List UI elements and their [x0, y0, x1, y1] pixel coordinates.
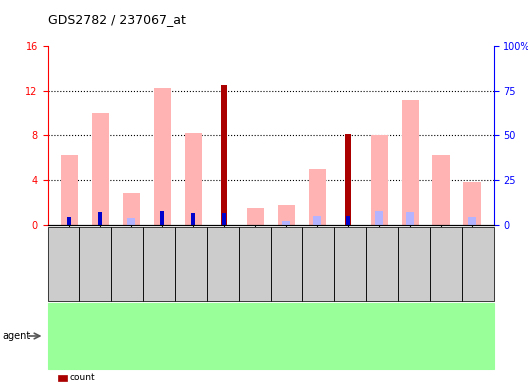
Text: GSM187369: GSM187369: [59, 241, 68, 287]
Text: WGWWCW
polyamide and
dihydrotestosterone: WGWWCW polyamide and dihydrotestosterone: [407, 321, 485, 351]
Text: GSM187372: GSM187372: [155, 241, 164, 287]
Text: GSM187374: GSM187374: [218, 241, 227, 287]
Bar: [345, 134, 351, 225]
Text: GDS2782 / 237067_at: GDS2782 / 237067_at: [48, 13, 185, 26]
Bar: [278, 205, 295, 225]
Text: dihydrotestosterone: dihydrotestosterone: [120, 331, 198, 341]
Text: bicalutamide and
dihydrotestosterone: bicalutamide and dihydrotestosterone: [216, 326, 294, 346]
Text: GSM187379: GSM187379: [378, 241, 386, 287]
Bar: [61, 156, 78, 225]
Text: GSM187370: GSM187370: [91, 241, 100, 287]
Bar: [185, 133, 202, 225]
Bar: [191, 213, 195, 225]
Text: count: count: [70, 373, 96, 382]
Bar: [468, 217, 476, 225]
Bar: [346, 215, 350, 225]
Text: GSM187371: GSM187371: [122, 241, 131, 287]
Bar: [154, 88, 171, 225]
Bar: [282, 221, 290, 225]
Text: control polyamide an
dihydrotestosterone: control polyamide an dihydrotestosterone: [309, 326, 391, 346]
Bar: [247, 208, 263, 225]
Bar: [406, 212, 414, 225]
Bar: [161, 211, 164, 225]
Bar: [308, 169, 326, 225]
Bar: [371, 136, 388, 225]
Bar: [464, 182, 480, 225]
Bar: [313, 216, 321, 225]
Bar: [222, 213, 226, 225]
Text: GSM187378: GSM187378: [346, 241, 355, 287]
Text: GSM187376: GSM187376: [282, 241, 291, 287]
Text: GSM187381: GSM187381: [441, 241, 450, 287]
Bar: [122, 194, 140, 225]
Text: agent: agent: [3, 331, 31, 341]
Bar: [98, 212, 102, 225]
Bar: [221, 85, 227, 225]
Bar: [432, 156, 449, 225]
Bar: [92, 113, 109, 225]
Bar: [127, 218, 135, 225]
Bar: [401, 100, 419, 225]
Bar: [68, 217, 71, 225]
Text: untreated: untreated: [60, 331, 98, 341]
Text: GSM187373: GSM187373: [186, 241, 195, 287]
Text: GSM187375: GSM187375: [250, 241, 259, 287]
Bar: [375, 212, 383, 225]
Text: GSM187380: GSM187380: [410, 241, 419, 287]
Text: GSM187377: GSM187377: [314, 241, 323, 287]
Text: GSM187382: GSM187382: [473, 241, 482, 287]
